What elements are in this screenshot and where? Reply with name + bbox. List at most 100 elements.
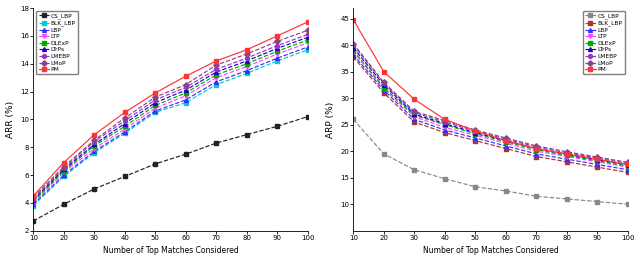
LMEBP xyxy=(349,44,357,47)
LBP xyxy=(273,57,281,60)
LBP xyxy=(349,53,357,56)
Line: PM: PM xyxy=(351,18,630,167)
LMEBP xyxy=(182,86,189,89)
LTrPs xyxy=(410,112,418,116)
LTrPs xyxy=(593,158,601,161)
LMEBP xyxy=(121,119,129,122)
BLK_LBP xyxy=(121,132,129,135)
LMoP xyxy=(593,156,601,159)
CS_LBP xyxy=(304,115,312,118)
LTP xyxy=(441,126,449,129)
CS_LBP xyxy=(212,141,220,145)
LMoP xyxy=(380,81,388,84)
LMoP xyxy=(349,42,357,45)
DLExP xyxy=(502,140,509,143)
BLK_LBP xyxy=(593,165,601,169)
LBP xyxy=(152,109,159,112)
LBP xyxy=(182,98,189,102)
LMoP xyxy=(502,137,509,140)
Line: BLK_LBP: BLK_LBP xyxy=(351,55,630,174)
DLExP xyxy=(121,125,129,128)
LMoP xyxy=(152,96,159,99)
LTrPs xyxy=(60,168,68,171)
DLExP xyxy=(472,132,479,135)
LMoP xyxy=(243,52,250,56)
LTrPs xyxy=(349,46,357,49)
DLExP xyxy=(212,73,220,76)
LMoP xyxy=(60,165,68,168)
PM xyxy=(90,133,98,136)
CS_LBP xyxy=(441,177,449,180)
Line: LMEBP: LMEBP xyxy=(351,43,630,165)
LMoP xyxy=(441,119,449,122)
CS_LBP xyxy=(349,118,357,121)
LMoP xyxy=(212,63,220,67)
DLExP xyxy=(90,144,98,147)
PM xyxy=(472,129,479,133)
BLK_LBP xyxy=(563,160,570,163)
Line: LMoP: LMoP xyxy=(31,28,310,199)
LMEBP xyxy=(243,57,250,60)
CS_LBP xyxy=(90,187,98,191)
LMEBP xyxy=(152,98,159,102)
LTrPs xyxy=(563,153,570,156)
CS_LBP xyxy=(273,125,281,128)
LMEBP xyxy=(380,82,388,85)
LBP xyxy=(502,144,509,147)
LTP xyxy=(121,128,129,131)
CS_LBP xyxy=(121,175,129,178)
LBP xyxy=(304,45,312,49)
LBP xyxy=(563,158,570,161)
Line: DLExP: DLExP xyxy=(31,38,310,203)
BLK_LBP xyxy=(349,55,357,58)
LBP xyxy=(60,174,68,177)
LTrPs xyxy=(472,131,479,134)
LBP xyxy=(121,130,129,133)
LTP xyxy=(243,65,250,68)
LBP xyxy=(410,118,418,121)
DLExP xyxy=(441,123,449,126)
LMoP xyxy=(563,150,570,153)
Line: LTP: LTP xyxy=(31,41,310,205)
PM xyxy=(304,20,312,23)
LTrPs xyxy=(304,36,312,39)
Line: BLK_LBP: BLK_LBP xyxy=(31,48,310,207)
PM xyxy=(212,59,220,62)
CS_LBP xyxy=(563,197,570,200)
LTrPs xyxy=(441,122,449,125)
LBP xyxy=(472,137,479,140)
BLK_LBP xyxy=(90,151,98,154)
LTrPs xyxy=(380,83,388,86)
CS_LBP xyxy=(502,189,509,193)
LTrPs xyxy=(121,122,129,125)
LTP xyxy=(182,94,189,97)
CS_LBP xyxy=(182,153,189,156)
X-axis label: Number of Top Matches Considered: Number of Top Matches Considered xyxy=(422,246,558,256)
LTP xyxy=(624,165,632,169)
BLK_LBP xyxy=(472,139,479,142)
Line: CS_LBP: CS_LBP xyxy=(31,115,310,223)
LMoP xyxy=(624,161,632,164)
LMEBP xyxy=(410,111,418,114)
PM xyxy=(563,152,570,155)
CS_LBP xyxy=(380,152,388,155)
BLK_LBP xyxy=(532,155,540,158)
Line: PM: PM xyxy=(31,20,310,198)
LMoP xyxy=(472,128,479,132)
LBP xyxy=(212,80,220,83)
LMEBP xyxy=(472,129,479,133)
Line: DLExP: DLExP xyxy=(351,49,630,168)
CS_LBP xyxy=(152,162,159,165)
LMoP xyxy=(273,40,281,43)
PM xyxy=(121,111,129,114)
DLExP xyxy=(593,159,601,162)
LTrPs xyxy=(502,139,509,142)
DLExP xyxy=(410,114,418,117)
LMoP xyxy=(182,83,189,86)
PM xyxy=(29,194,37,198)
LTP xyxy=(472,134,479,137)
LMEBP xyxy=(532,145,540,149)
LTP xyxy=(60,171,68,174)
PM xyxy=(502,139,509,142)
LTP xyxy=(304,41,312,44)
